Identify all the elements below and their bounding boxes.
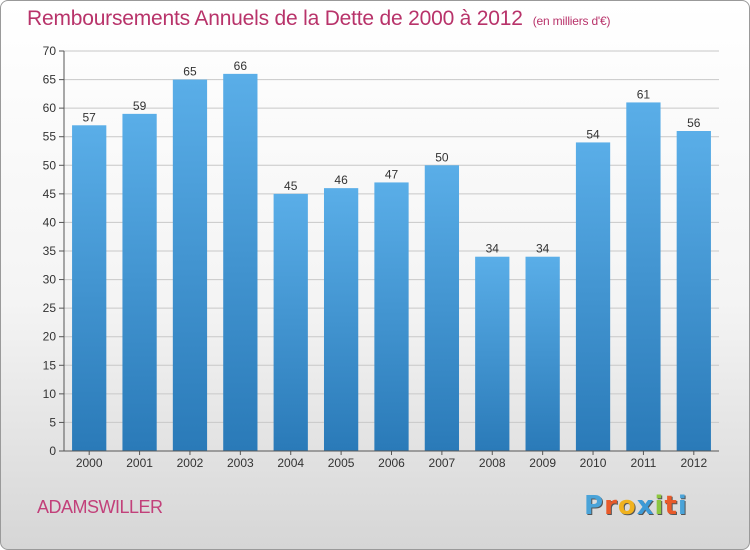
bar — [72, 125, 107, 452]
x-tick-label: 2006 — [378, 456, 405, 470]
logo-letter: t — [664, 491, 678, 521]
y-tick-label: 10 — [43, 387, 57, 401]
labels: 57 2000 59 2001 65 2002 66 2003 45 2004 46 2005 47 20… — [76, 59, 708, 470]
x-tick-label: 2012 — [680, 456, 707, 470]
commune-name: ADAMSWILLER — [37, 497, 163, 517]
y-tick-label: 15 — [43, 358, 57, 372]
data-label: 45 — [284, 179, 298, 193]
y-tick-label: 30 — [43, 273, 57, 287]
data-label: 34 — [536, 242, 550, 256]
y-tick-label: 50 — [43, 158, 57, 172]
x-tick-label: 2004 — [277, 456, 304, 470]
data-label: 34 — [486, 242, 500, 256]
bar — [575, 142, 611, 451]
bar — [525, 256, 560, 451]
x-tick-label: 2008 — [479, 456, 506, 470]
x-tick-label: 2003 — [227, 456, 254, 470]
x-tick-label: 2001 — [126, 456, 153, 470]
y-tick-label: 0 — [49, 444, 56, 458]
y-tick-label: 5 — [49, 415, 56, 429]
bar — [323, 188, 359, 451]
logo-letter: i — [677, 491, 688, 521]
bar — [172, 79, 208, 452]
logo-letter: i — [654, 491, 665, 521]
data-label: 61 — [637, 87, 651, 101]
data-label: 56 — [687, 116, 701, 130]
chart-title: Remboursements Annuels de la Dette de 20… — [27, 7, 611, 30]
bar — [676, 131, 711, 451]
data-label: 54 — [586, 127, 600, 141]
bar — [475, 256, 510, 451]
bar — [273, 193, 308, 451]
y-tick-label: 65 — [43, 73, 57, 87]
bar — [626, 102, 661, 451]
data-label: 46 — [334, 173, 348, 187]
y-tick-label: 35 — [43, 244, 57, 258]
x-tick-label: 2011 — [631, 456, 657, 470]
logo-letter: x — [636, 491, 655, 521]
y-tick-label: 40 — [43, 215, 57, 229]
y-tick-label: 60 — [43, 101, 57, 115]
chart-subtitle: (en milliers d'€) — [532, 14, 611, 28]
x-tick-label: 2010 — [580, 456, 607, 470]
data-label: 66 — [234, 59, 248, 73]
logo-letter: r — [604, 491, 618, 521]
y-tick-label: 25 — [43, 301, 57, 315]
logo-letter: o — [617, 491, 637, 521]
data-label: 50 — [435, 150, 449, 164]
axes: 0 5 10 15 20 25 30 35 40 45 50 55 60 65 70 — [43, 44, 719, 458]
data-label: 57 — [83, 110, 97, 124]
proxiti-logo: Proxiti — [584, 491, 688, 521]
bar — [374, 182, 409, 451]
y-tick-label: 55 — [43, 130, 57, 144]
x-tick-label: 2000 — [76, 456, 103, 470]
x-tick-label: 2002 — [177, 456, 204, 470]
logo-letter: P — [584, 491, 605, 521]
bar — [122, 113, 157, 451]
data-label: 59 — [133, 99, 147, 113]
y-tick-label: 70 — [43, 44, 57, 58]
bars — [72, 73, 711, 452]
data-label: 65 — [183, 65, 197, 79]
x-tick-label: 2005 — [328, 456, 355, 470]
y-tick-label: 20 — [43, 330, 57, 344]
data-label: 47 — [385, 167, 399, 181]
y-tick-label: 45 — [43, 187, 57, 201]
bar — [424, 165, 460, 452]
x-tick-label: 2009 — [529, 456, 556, 470]
bar — [223, 73, 258, 451]
x-tick-label: 2007 — [429, 456, 456, 470]
